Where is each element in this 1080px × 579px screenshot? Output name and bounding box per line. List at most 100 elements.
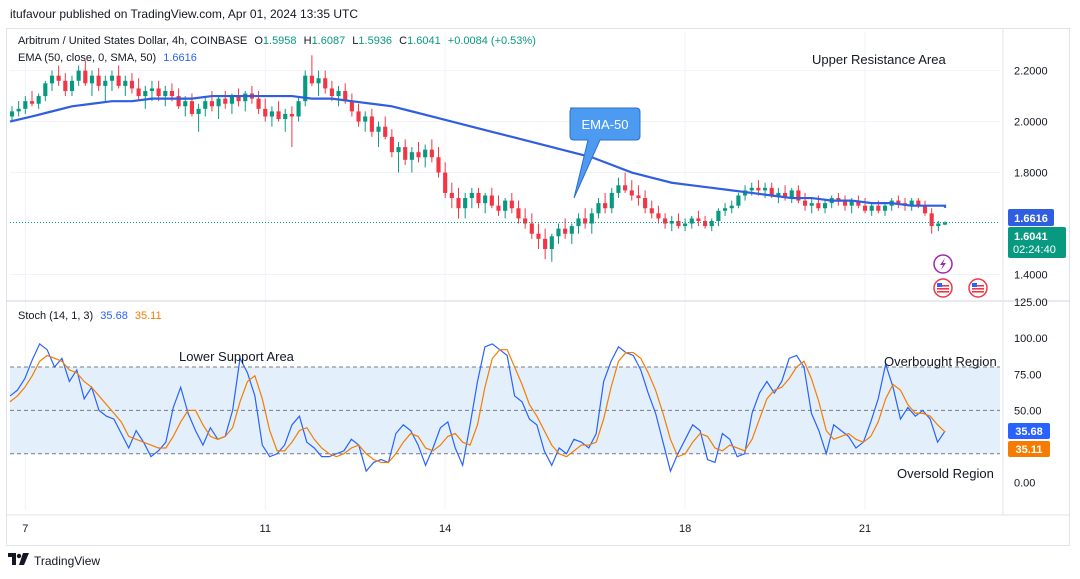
candle-body — [636, 195, 641, 199]
candle-body — [703, 220, 708, 227]
tradingview-footer[interactable]: TradingView — [8, 553, 100, 568]
candle-body — [269, 111, 274, 117]
candle-body — [762, 187, 768, 191]
us-flag-event-icon-2[interactable] — [968, 278, 988, 298]
us-flag-event-icon[interactable] — [933, 278, 953, 298]
candle-body — [842, 200, 848, 206]
candle-body — [569, 226, 574, 234]
candle-body — [596, 203, 601, 214]
open-value: 1.5958 — [262, 35, 297, 47]
change-value: +0.0084 (+0.53%) — [447, 35, 536, 47]
stoch-d-value: 35.11 — [134, 310, 162, 322]
close-label: C — [399, 35, 408, 47]
candle-body — [476, 192, 481, 204]
candle-body — [776, 192, 781, 196]
ema-legend[interactable]: EMA (50, close, 0, SMA, 50) 1.6616 — [18, 52, 197, 64]
high-value: 1.6087 — [311, 35, 346, 47]
grid-layer — [6, 28, 1070, 516]
candle-body — [942, 222, 948, 225]
candle-body — [109, 75, 115, 81]
stoch-label: Stoch (14, 1, 3) — [18, 310, 94, 322]
upper-resistance-label: Upper Resistance Area — [812, 52, 946, 67]
candle-body — [629, 190, 634, 196]
x-tick-label: 21 — [859, 523, 871, 535]
candle-body — [503, 200, 508, 211]
candle-body — [376, 126, 381, 132]
candle-body — [289, 113, 294, 117]
candle-body — [343, 90, 348, 102]
publisher-line: itufavour published on TradingView.com, … — [10, 7, 358, 21]
ema-label: EMA (50, close, 0, SMA, 50) — [18, 52, 157, 64]
stoch-tick-label: 0.00 — [1014, 478, 1035, 490]
candle-body — [189, 101, 195, 114]
candle-body — [243, 93, 248, 102]
candle-body — [176, 96, 181, 107]
price-tick-label: 1.8000 — [1014, 168, 1048, 180]
candle-body — [309, 75, 314, 84]
candle-body — [336, 90, 341, 97]
candle-body — [169, 90, 175, 97]
oversold-label: Oversold Region — [897, 466, 994, 481]
candle-body — [429, 149, 434, 158]
stoch-legend[interactable]: Stoch (14, 1, 3) 35.68 35.11 — [18, 310, 162, 322]
candle-body — [349, 101, 354, 112]
ema-layer — [9, 94, 947, 208]
candle-body — [769, 187, 774, 196]
candle-body — [543, 238, 548, 250]
candle-body — [296, 101, 301, 117]
candle-body — [63, 80, 68, 91]
candle-body — [356, 111, 361, 122]
candle-body — [409, 152, 414, 160]
candle-body — [149, 88, 155, 91]
lightning-event-icon[interactable] — [933, 254, 953, 274]
candle-body — [463, 198, 468, 209]
candle-body — [736, 195, 741, 206]
candle-body — [802, 200, 808, 206]
stoch-tick-label: 50.00 — [1014, 405, 1042, 417]
candle-body — [369, 116, 374, 132]
candle-body — [836, 198, 841, 201]
candle-body — [909, 200, 914, 206]
candle-body — [283, 113, 288, 120]
candle-body — [49, 75, 55, 84]
candle-body — [196, 108, 201, 114]
candle-body — [263, 108, 268, 117]
symbol-legend[interactable]: Arbitrum / United States Dollar, 4h, COI… — [18, 35, 536, 47]
candle-body — [782, 192, 788, 199]
overbought-label: Overbought Region — [884, 354, 997, 369]
candle-body — [729, 205, 734, 209]
candle-body — [136, 88, 141, 97]
svg-text:1.6616: 1.6616 — [1014, 213, 1048, 225]
candle-body — [723, 208, 728, 211]
x-tick-label: 11 — [260, 523, 271, 535]
candle-body — [76, 70, 81, 81]
tradingview-logo-icon — [8, 553, 30, 568]
candle-body — [489, 195, 494, 206]
price-tick-label: 2.2000 — [1014, 66, 1048, 78]
candle-body — [696, 218, 701, 221]
x-tick-label: 7 — [22, 523, 28, 535]
candle-body — [789, 190, 794, 199]
candle-body — [936, 223, 941, 227]
last-price-badge: 1.6041 02:24:40 — [1008, 227, 1066, 258]
ema-callout-label: EMA-50 — [582, 117, 629, 132]
candle-body — [809, 203, 814, 206]
candle-body — [676, 220, 681, 227]
candle-body — [649, 208, 654, 214]
candle-body — [709, 220, 714, 227]
chart-frame[interactable] — [6, 28, 1070, 546]
low-label: L — [352, 35, 359, 47]
candle-body — [69, 80, 75, 91]
open-label: O — [254, 35, 263, 47]
candle-body — [16, 108, 21, 112]
ema50-line — [9, 94, 947, 208]
stoch-k-line — [9, 342, 946, 473]
ema-value: 1.6616 — [163, 52, 197, 64]
high-label: H — [303, 35, 312, 47]
candle-body — [716, 210, 721, 221]
candle-body — [623, 185, 628, 191]
candle-body — [796, 190, 801, 201]
candle-body — [483, 195, 488, 204]
candle-body — [929, 213, 934, 227]
